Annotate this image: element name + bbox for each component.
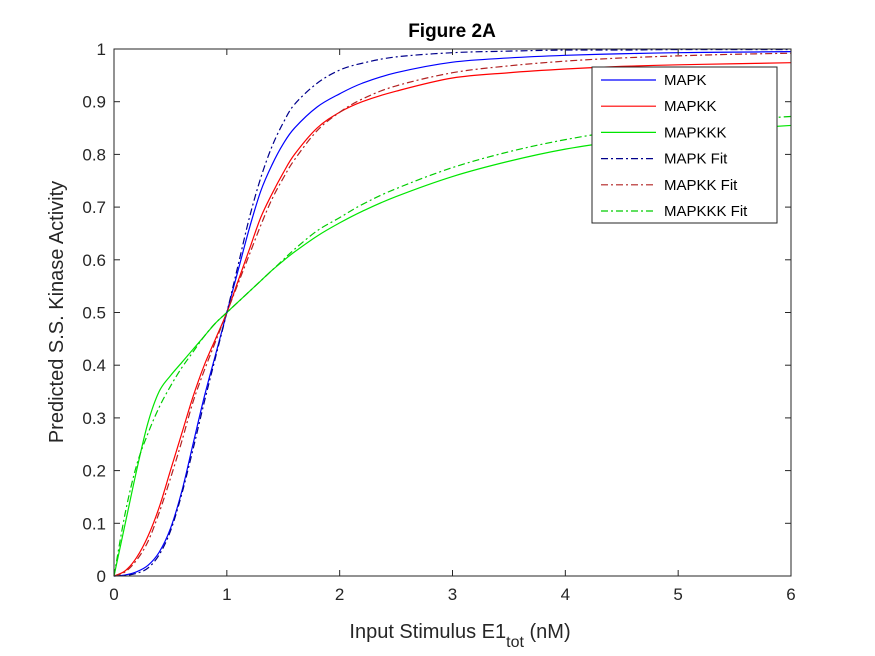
x-tick-label: 0 <box>109 585 118 604</box>
legend-label-mapkkk: MAPKKK <box>664 124 727 141</box>
legend-label-mapk: MAPK <box>664 72 707 89</box>
y-tick-label: 1 <box>97 40 106 59</box>
y-tick-label: 0.5 <box>82 304 106 323</box>
y-tick-label: 0.7 <box>82 198 106 217</box>
x-tick-label: 2 <box>335 585 344 604</box>
y-axis-label: Predicted S.S. Kinase Activity <box>46 181 68 443</box>
x-tick-label: 3 <box>448 585 457 604</box>
x-tick-label: 1 <box>222 585 231 604</box>
legend-label-mapk-fit: MAPK Fit <box>664 151 728 168</box>
y-tick-label: 0.4 <box>82 356 106 375</box>
legend-label-mapkk: MAPKK <box>664 98 717 115</box>
y-tick-label: 0.8 <box>82 145 106 164</box>
y-tick-label: 0.6 <box>82 251 106 270</box>
legend-label-mapkkk-fit: MAPKKK Fit <box>664 203 748 220</box>
y-tick-label: 0.2 <box>82 462 106 481</box>
y-tick-label: 0.1 <box>82 514 106 533</box>
series-line-mapk <box>113 51 792 577</box>
legend-label-mapkk-fit: MAPKK Fit <box>664 177 738 194</box>
chart-title: Figure 2A <box>408 21 496 42</box>
y-tick-label: 0 <box>97 567 106 586</box>
x-axis-label-main: Input Stimulus E1 <box>349 621 506 643</box>
x-tick-label: 4 <box>561 585 570 604</box>
x-tick-label: 6 <box>786 585 795 604</box>
y-tick-label: 0.3 <box>82 409 106 428</box>
series-line-mapkk <box>113 62 792 577</box>
series-layer <box>113 48 792 577</box>
series-line-mapkk-fit <box>113 52 792 577</box>
series-line-mapkkk-fit <box>113 115 792 577</box>
x-axis-label: Input Stimulus E1tot (nM) <box>349 621 570 651</box>
x-tick-label: 5 <box>673 585 682 604</box>
x-axis-label-unit: (nM) <box>524 621 571 643</box>
series-line-mapk-fit <box>113 48 791 577</box>
legend: MAPK MAPKK MAPKKK MAPK Fit MAPKK Fit MAPKKK F… <box>591 66 778 224</box>
legend-items: MAPK MAPKK MAPKKK MAPK Fit MAPKK Fit MAPKKK F… <box>601 72 748 220</box>
y-tick-label: 0.9 <box>82 93 106 112</box>
legend-box <box>591 66 778 224</box>
x-axis-label-subscript: tot <box>506 634 524 651</box>
tick-layer: 0 1 2 3 4 5 6 0 0.1 0.2 0.3 0.4 0.5 0.6 0.7 0.8 0.9 1 <box>82 40 795 604</box>
